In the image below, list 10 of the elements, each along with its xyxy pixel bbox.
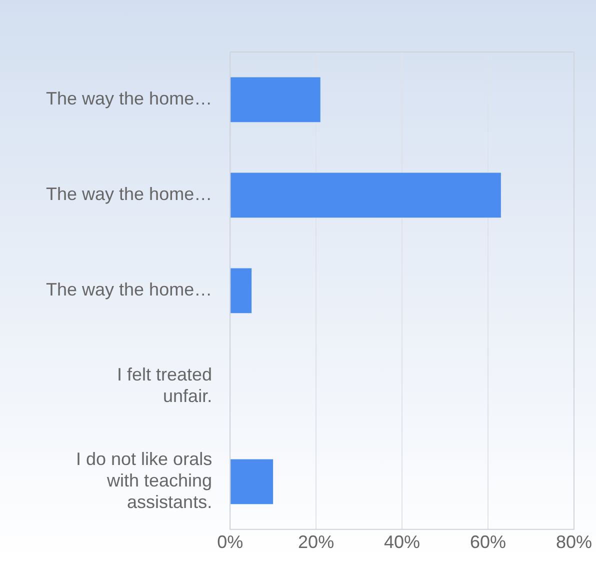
x-tick-label: 60% xyxy=(470,532,506,552)
y-tick-label: The way the home… xyxy=(46,88,212,109)
y-tick-label: I felt treated unfair. xyxy=(117,364,212,406)
x-tick-label: 40% xyxy=(384,532,420,552)
y-tick-label: The way the home… xyxy=(46,184,212,204)
x-tick-label: 80% xyxy=(556,532,592,552)
y-tick-label: I do not like orals with teaching assistants. xyxy=(76,449,212,512)
x-tick-label: 20% xyxy=(298,532,334,552)
x-tick-label: 0% xyxy=(217,532,244,552)
y-tick-label: The way the home… xyxy=(46,280,212,300)
